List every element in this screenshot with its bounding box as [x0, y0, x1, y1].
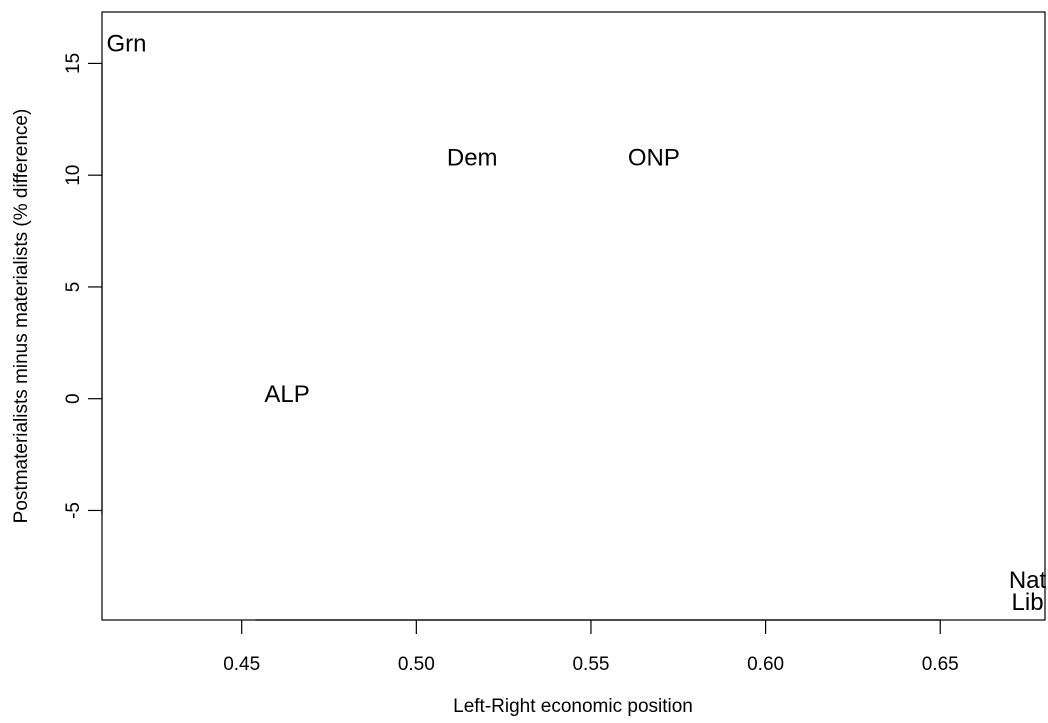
x-axis-title: Left-Right economic position — [453, 696, 693, 717]
x-tick-label: 0.50 — [398, 654, 435, 675]
x-tick-label: 0.55 — [572, 654, 609, 675]
point-label-lib: Lib — [1012, 589, 1044, 616]
point-label-alp: ALP — [264, 381, 309, 408]
y-tick-label: 15 — [63, 53, 84, 74]
point-label-onp: ONP — [628, 144, 680, 171]
y-axis: -5 0 5 10 15 — [63, 53, 103, 519]
y-tick-label: 5 — [63, 282, 84, 293]
point-label-grn: Grn — [106, 30, 146, 57]
x-tick-label: 0.45 — [223, 654, 260, 675]
x-tick-label: 0.60 — [747, 654, 784, 675]
x-tick-label: 0.65 — [922, 654, 959, 675]
x-axis: 0.45 0.50 0.55 0.60 0.65 — [223, 619, 959, 675]
y-tick-label: -5 — [63, 502, 84, 519]
y-tick-label: 10 — [63, 165, 84, 186]
y-axis-title: Postmaterialists minus materialists (% d… — [11, 109, 32, 524]
point-label-nat: Nat — [1009, 567, 1047, 594]
plot-area-frame — [101, 11, 1046, 621]
y-tick-label: 0 — [63, 393, 84, 404]
point-label-dem: Dem — [447, 144, 498, 171]
